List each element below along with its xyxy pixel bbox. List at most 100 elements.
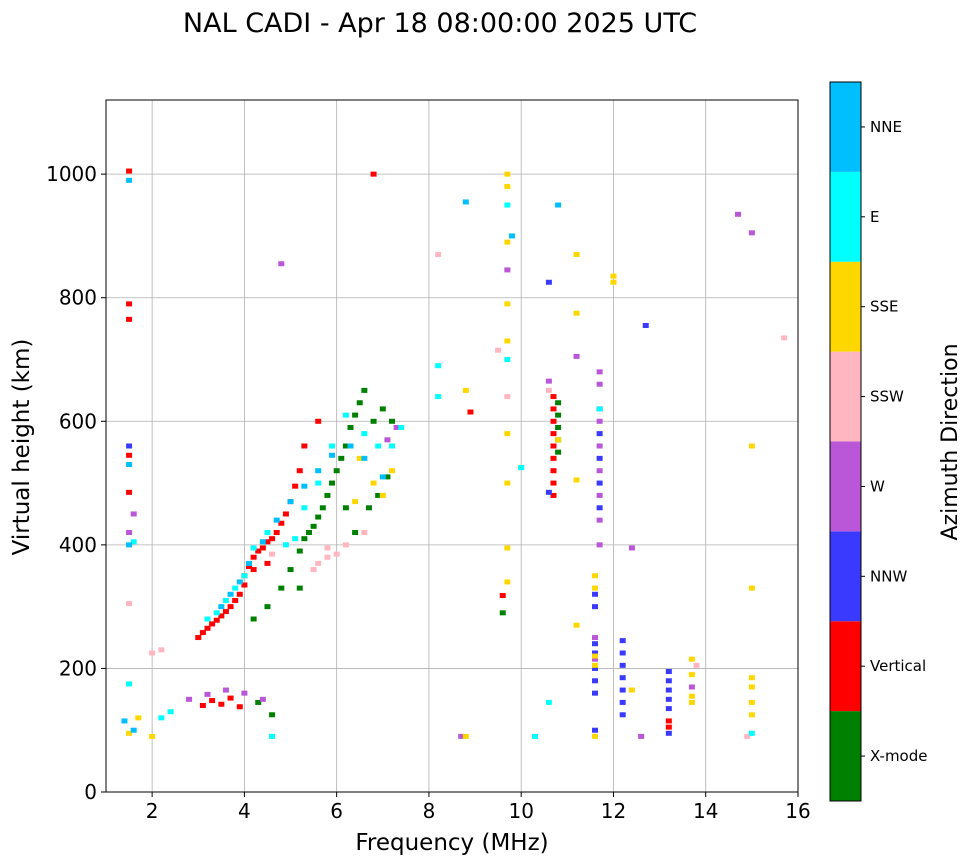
data-point-x-mode — [361, 387, 368, 393]
x-tick-label: 12 — [601, 799, 626, 823]
data-point-sse — [370, 480, 377, 486]
data-point-sse — [504, 579, 511, 585]
data-point-nnw — [596, 505, 603, 511]
data-point-nnw — [592, 727, 599, 733]
data-point-x-mode — [375, 492, 382, 498]
data-point-sse — [610, 279, 617, 285]
data-point-x-mode — [555, 400, 562, 406]
data-point-e — [130, 539, 137, 545]
chart-title: NAL CADI - Apr 18 08:00:00 2025 UTC — [183, 8, 697, 39]
data-point-vertical — [550, 443, 557, 449]
data-point-x-mode — [278, 585, 285, 591]
data-point-ssw — [435, 251, 442, 257]
data-point-x-mode — [338, 455, 345, 461]
data-point-e — [232, 585, 239, 591]
data-point-x-mode — [352, 530, 359, 535]
data-point-nne — [236, 579, 243, 585]
x-axis-ticks: 2 4 6 8 10 12 14 16 — [146, 792, 811, 823]
data-point-vertical — [292, 483, 299, 489]
data-point-sse — [135, 715, 142, 721]
data-point-nne — [121, 718, 128, 724]
data-point-nne — [379, 474, 386, 480]
colorbar-label-vertical: Vertical — [870, 657, 926, 675]
data-point-vertical — [550, 455, 557, 461]
data-point-e — [329, 443, 336, 449]
data-point-sse — [462, 387, 469, 393]
data-point-nnw — [619, 712, 626, 718]
data-point-nne — [315, 468, 322, 474]
data-point-nne — [259, 539, 266, 545]
data-point-vertical — [296, 468, 303, 474]
data-point-sse — [504, 480, 511, 486]
data-points — [121, 168, 788, 739]
data-point-nne — [126, 462, 133, 468]
data-point-nne — [462, 199, 469, 205]
data-point-vertical — [227, 695, 234, 701]
data-point-w — [596, 492, 603, 498]
data-point-nnw — [619, 699, 626, 705]
data-point-e — [301, 505, 308, 511]
data-point-vertical — [278, 520, 285, 526]
data-point-e — [126, 681, 133, 687]
data-point-w — [186, 696, 193, 702]
data-point-nnw — [596, 480, 603, 486]
data-point-nne — [361, 455, 368, 461]
data-point-x-mode — [389, 418, 396, 424]
colorbar-title: Azimuth Direction — [938, 343, 963, 540]
data-point-w — [259, 696, 266, 702]
data-point-e — [596, 406, 603, 412]
data-point-x-mode — [324, 492, 331, 498]
data-point-e — [545, 699, 552, 705]
data-point-x-mode — [333, 468, 340, 474]
data-point-x-mode — [555, 412, 562, 418]
data-point-x-mode — [305, 530, 312, 535]
data-point-vertical — [499, 593, 506, 599]
data-point-e — [213, 610, 220, 616]
data-point-w — [596, 381, 603, 387]
data-point-x-mode — [555, 449, 562, 455]
data-point-vertical — [222, 609, 229, 615]
data-point-nne — [218, 604, 225, 610]
data-point-vertical — [126, 452, 133, 458]
data-point-nnw — [665, 696, 672, 702]
data-point-ssw — [545, 387, 552, 393]
data-point-w — [638, 733, 645, 739]
data-point-ssw — [495, 347, 502, 353]
data-point-x-mode — [370, 418, 377, 424]
data-point-ssw — [342, 542, 349, 548]
data-point-w — [748, 230, 755, 236]
data-point-vertical — [301, 443, 308, 449]
data-point-e — [375, 443, 382, 449]
data-point-sse — [592, 733, 599, 739]
data-point-sse — [748, 585, 755, 591]
data-point-x-mode — [310, 523, 317, 529]
data-point-x-mode — [287, 567, 294, 573]
data-point-x-mode — [315, 514, 322, 520]
data-point-e — [532, 733, 539, 739]
data-point-nnw — [592, 678, 599, 684]
data-point-vertical — [209, 621, 216, 627]
data-point-e — [748, 730, 755, 736]
data-point-vertical — [126, 489, 133, 495]
data-point-nne — [126, 542, 133, 548]
data-point-nne — [273, 517, 280, 523]
data-point-w — [384, 437, 391, 443]
data-point-sse — [592, 653, 599, 659]
data-point-nne — [301, 483, 308, 489]
colorbar-segment-sse — [830, 261, 861, 352]
data-point-e — [222, 597, 229, 603]
data-point-sse — [126, 730, 133, 736]
data-point-sse — [573, 310, 580, 316]
data-point-nne — [508, 233, 515, 239]
data-point-x-mode — [301, 536, 308, 542]
data-point-vertical — [236, 704, 243, 710]
data-point-vertical — [126, 316, 133, 322]
data-point-e — [361, 431, 368, 437]
x-tick-label: 8 — [423, 799, 436, 823]
data-point-nnw — [592, 650, 599, 656]
data-point-vertical — [218, 613, 225, 619]
data-point-nnw — [619, 675, 626, 681]
data-point-ssw — [324, 545, 331, 551]
data-point-x-mode — [342, 505, 349, 511]
